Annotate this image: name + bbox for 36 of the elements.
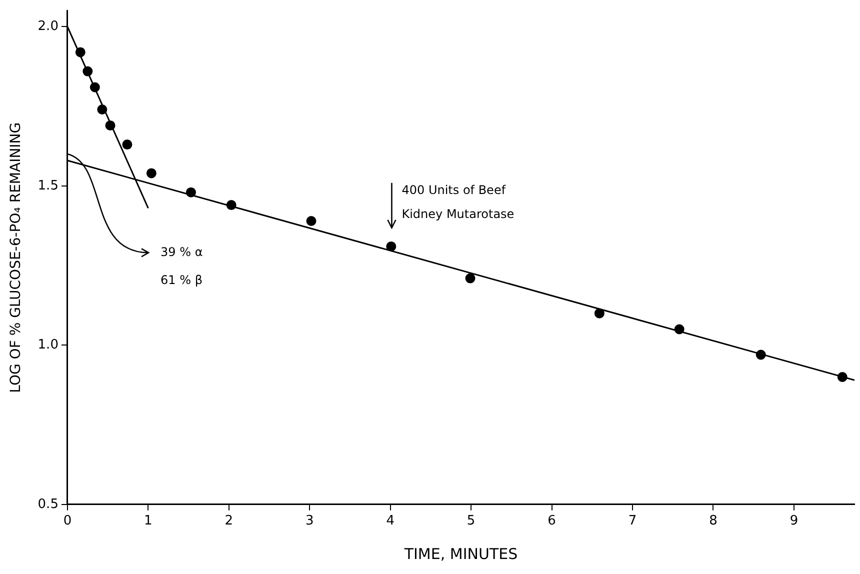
point: [226, 200, 236, 210]
point: [90, 82, 100, 92]
point: [82, 66, 93, 76]
x-axis-title: TIME, MINUTES: [403, 544, 518, 563]
point: [756, 350, 766, 360]
point: [386, 241, 396, 252]
point: [306, 216, 316, 226]
point: [186, 187, 196, 198]
x-tick-label: 4: [386, 514, 394, 529]
x-tick-label: 8: [709, 514, 718, 529]
point: [75, 47, 86, 58]
y-tick-label: 1.0: [38, 338, 58, 353]
annotation: Kidney Mutarotase: [402, 206, 514, 221]
y-tick-label: 0.5: [38, 496, 58, 512]
x-tick-label: 0: [63, 514, 72, 529]
x-tick-label: 2: [224, 514, 234, 529]
y-tick-label: 1.5: [38, 178, 58, 194]
x-tick-label: 9: [790, 514, 798, 529]
annotation: 400 Units of Beef: [402, 182, 506, 197]
point: [674, 324, 684, 334]
annotation: 39 % α: [160, 244, 203, 259]
x-tick-label: 7: [628, 514, 637, 529]
x-tick-label: 1: [144, 514, 152, 529]
x-tick-label: 6: [548, 514, 556, 529]
point: [594, 308, 604, 318]
point: [97, 104, 108, 115]
annotation: 61 % β: [160, 272, 203, 287]
point: [105, 120, 116, 130]
point: [122, 140, 132, 150]
point: [146, 168, 156, 178]
point: [465, 273, 476, 284]
point: [837, 372, 848, 382]
x-tick-label: 5: [466, 514, 476, 529]
y-tick-label: 2.0: [38, 19, 58, 34]
x-tick-label: 3: [305, 514, 314, 529]
y-axis-title: LOG OF % GLUCOSE-6-PO₄ REMAINING: [8, 122, 24, 393]
